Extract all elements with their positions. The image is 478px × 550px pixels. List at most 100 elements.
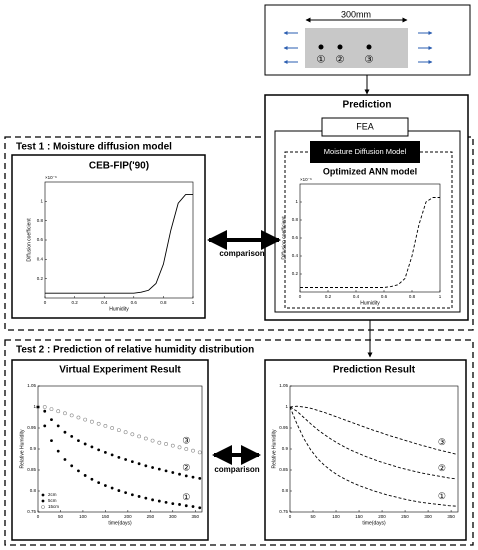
data-point: [110, 486, 114, 490]
data-point: [63, 458, 67, 461]
data-point: [83, 474, 87, 477]
data-point: [164, 469, 168, 473]
legend-label: 15cm: [48, 504, 59, 509]
sensor-label: ③: [365, 55, 374, 66]
x-tick-label: 300: [424, 514, 432, 519]
data-point: [137, 462, 141, 466]
chart-title: Virtual Experiment Result: [59, 365, 181, 376]
y-tick-label: 0.2: [292, 271, 299, 276]
test2-box: [4, 339, 474, 546]
chart-title: CEB-FIP('90): [89, 161, 149, 172]
x-tick-label: 0.6: [381, 294, 388, 299]
data-point: [70, 464, 74, 468]
x-tick-label: 0: [44, 300, 47, 305]
x-axis-label: time(days): [362, 520, 386, 526]
legend-marker: [41, 499, 45, 503]
data-point: [56, 409, 61, 414]
sensor: [318, 44, 324, 50]
data-point: [171, 471, 175, 474]
x-tick-label: 0: [289, 514, 292, 519]
data-point: [178, 472, 181, 476]
data-line: [289, 405, 456, 455]
y-tick-label: 1: [40, 199, 43, 204]
x-tick-label: 50: [311, 514, 317, 519]
data-point: [103, 484, 107, 487]
y-tick-label: 0.6: [37, 237, 44, 242]
data-point: [36, 405, 40, 409]
data-point: [184, 474, 188, 478]
data-point: [124, 491, 128, 495]
x-tick-label: 0.4: [101, 300, 108, 305]
x-tick-label: 200: [124, 514, 132, 519]
legend-marker: [41, 493, 45, 497]
annotation: ②: [182, 462, 190, 472]
legend-label: 2cm: [48, 492, 57, 497]
data-point: [171, 502, 175, 506]
data-point: [63, 411, 67, 416]
comparison: comparison: [219, 249, 264, 258]
x-tick-label: 50: [58, 514, 64, 519]
flux-arrows: [283, 31, 433, 64]
data-point: [130, 460, 134, 464]
x-tick-label: 250: [401, 514, 409, 519]
data-point: [164, 442, 168, 446]
chart-title: Prediction Result: [333, 365, 416, 376]
data-point: [198, 506, 202, 510]
data-point: [198, 476, 202, 480]
comparison: comparison: [214, 465, 259, 474]
y-tick-label: 0.75: [27, 509, 36, 514]
data-point: [137, 434, 141, 439]
data-point: [164, 500, 168, 504]
data-point: [184, 504, 188, 508]
x-tick-label: 0.6: [131, 300, 138, 305]
chart-title: Optimized ANN model: [323, 166, 417, 176]
annotation: ①: [438, 491, 446, 501]
data-point: [90, 419, 94, 424]
data-point: [56, 449, 60, 453]
y-axis-label: Diffusion coefficient: [26, 218, 32, 262]
y-tick-label: 0.9: [30, 446, 37, 451]
sensor-label: ②: [336, 55, 345, 66]
data-point: [43, 409, 47, 413]
data-point: [90, 445, 94, 449]
y-axis-label: Relative Humidity: [271, 429, 277, 468]
data-point: [43, 424, 47, 428]
x-axis-label: time(days): [108, 520, 132, 526]
data-point: [130, 493, 134, 497]
data-point: [177, 445, 182, 450]
data-point: [170, 443, 175, 448]
data-point: [178, 503, 181, 506]
x-tick-label: 1: [439, 294, 442, 299]
sensor-label: ①: [317, 55, 326, 66]
data-point: [83, 442, 87, 446]
data-point: [124, 458, 128, 461]
data-line: [289, 406, 456, 507]
data-point: [144, 464, 148, 468]
data-point: [191, 475, 195, 479]
data-point: [191, 505, 195, 508]
x-axis-label: Humidity: [109, 306, 129, 312]
y-tick-label: 0.8: [37, 218, 44, 223]
model-box: [310, 141, 420, 163]
annotation: ①: [182, 492, 190, 502]
ann-box: [284, 151, 453, 309]
data-point: [184, 447, 189, 451]
y-tick-label: 0.8: [292, 217, 299, 222]
data-point: [137, 495, 141, 498]
y-tick-label: 0.95: [279, 425, 288, 430]
y-axis-label: Relative Humidity: [19, 429, 25, 468]
test2-title: Test 2 : Prediction of relative humidity…: [16, 345, 254, 356]
test1-title: Test 1 : Moisture diffusion model: [16, 142, 172, 153]
data-point: [130, 432, 135, 437]
data-point: [69, 413, 74, 418]
data-point: [157, 499, 161, 503]
prediction-title: Prediction: [343, 100, 392, 111]
data-point: [36, 405, 40, 409]
y-tick-label: 0.75: [279, 509, 288, 514]
x-tick-label: 0.2: [71, 300, 78, 305]
plot-area: [44, 181, 194, 299]
data-point: [50, 439, 53, 443]
fea: FEA: [356, 121, 374, 131]
data-point: [191, 448, 195, 453]
